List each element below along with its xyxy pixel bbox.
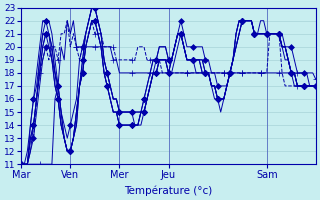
X-axis label: Température (°c): Température (°c) <box>124 185 213 196</box>
